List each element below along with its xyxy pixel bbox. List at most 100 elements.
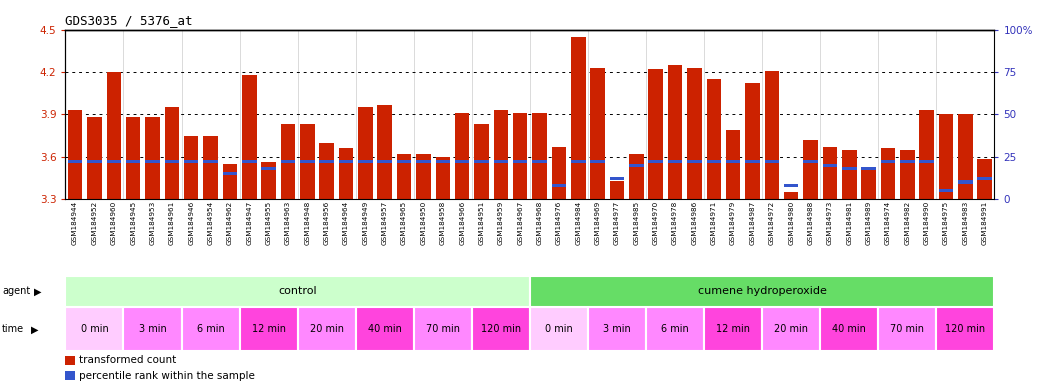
Text: GSM184973: GSM184973 xyxy=(827,200,832,245)
Text: GSM184986: GSM184986 xyxy=(691,200,698,245)
Text: GSM184980: GSM184980 xyxy=(788,200,794,245)
Bar xyxy=(182,307,240,351)
Text: GSM184962: GSM184962 xyxy=(227,200,233,245)
Text: percentile rank within the sample: percentile rank within the sample xyxy=(79,371,254,381)
Bar xyxy=(320,142,334,199)
Text: agent: agent xyxy=(2,286,30,296)
Text: cumene hydroperoxide: cumene hydroperoxide xyxy=(698,286,826,296)
Bar xyxy=(378,160,392,163)
Text: GSM184977: GSM184977 xyxy=(614,200,620,245)
Bar xyxy=(397,160,411,163)
Bar xyxy=(687,160,702,163)
Text: GSM184975: GSM184975 xyxy=(943,200,949,245)
Bar xyxy=(862,167,876,170)
Bar xyxy=(707,160,721,163)
Text: 70 min: 70 min xyxy=(891,324,924,334)
Bar xyxy=(280,160,295,163)
Bar xyxy=(667,65,682,199)
Bar xyxy=(262,162,276,199)
Bar xyxy=(300,124,315,199)
Bar xyxy=(880,148,895,199)
Text: GSM184950: GSM184950 xyxy=(420,200,427,245)
Text: GSM184990: GSM184990 xyxy=(924,200,930,245)
Bar xyxy=(242,75,256,199)
Bar xyxy=(978,159,992,199)
Text: 40 min: 40 min xyxy=(367,324,402,334)
Bar xyxy=(823,164,838,167)
Text: GSM184949: GSM184949 xyxy=(362,200,368,245)
Text: GSM184989: GSM184989 xyxy=(866,200,872,245)
Text: GSM184964: GSM184964 xyxy=(343,200,349,245)
Bar xyxy=(609,180,624,199)
Bar xyxy=(65,307,124,351)
Bar xyxy=(842,150,856,199)
Bar xyxy=(184,160,198,163)
Bar xyxy=(416,154,431,199)
Bar xyxy=(494,160,509,163)
Text: GSM184967: GSM184967 xyxy=(517,200,523,245)
Text: 3 min: 3 min xyxy=(139,324,166,334)
Text: 40 min: 40 min xyxy=(832,324,866,334)
Text: time: time xyxy=(2,324,24,334)
Bar xyxy=(726,130,740,199)
Bar xyxy=(591,68,605,199)
Bar xyxy=(436,157,450,199)
Text: ▶: ▶ xyxy=(31,324,38,334)
Bar xyxy=(240,307,298,351)
Bar xyxy=(920,110,934,199)
Text: GSM184981: GSM184981 xyxy=(846,200,852,245)
Bar xyxy=(416,160,431,163)
Text: GSM184966: GSM184966 xyxy=(459,200,465,245)
Bar xyxy=(529,276,994,307)
Bar xyxy=(414,307,472,351)
Bar xyxy=(65,356,75,365)
Bar xyxy=(280,124,295,199)
Text: GSM184944: GSM184944 xyxy=(72,200,78,245)
Bar xyxy=(900,150,914,199)
Bar xyxy=(529,307,588,351)
Bar xyxy=(842,167,856,170)
Bar xyxy=(126,117,140,199)
Text: ▶: ▶ xyxy=(34,286,42,296)
Bar xyxy=(203,136,218,199)
Bar xyxy=(203,160,218,163)
Bar xyxy=(551,147,566,199)
Bar xyxy=(165,108,180,199)
Bar xyxy=(184,136,198,199)
Text: transformed count: transformed count xyxy=(79,356,176,366)
Text: 70 min: 70 min xyxy=(426,324,460,334)
Bar xyxy=(687,68,702,199)
Bar xyxy=(298,307,356,351)
Bar xyxy=(532,160,547,163)
Bar xyxy=(667,160,682,163)
Bar xyxy=(803,160,818,163)
Text: GSM184958: GSM184958 xyxy=(440,200,445,245)
Bar xyxy=(649,160,663,163)
Bar xyxy=(878,307,936,351)
Text: 12 min: 12 min xyxy=(716,324,750,334)
Text: GSM184955: GSM184955 xyxy=(266,200,272,245)
Bar xyxy=(765,71,780,199)
Text: 120 min: 120 min xyxy=(946,324,985,334)
Bar xyxy=(820,307,878,351)
Bar xyxy=(397,154,411,199)
Text: GSM184971: GSM184971 xyxy=(711,200,717,245)
Text: GSM184963: GSM184963 xyxy=(285,200,291,245)
Text: 12 min: 12 min xyxy=(251,324,285,334)
Text: GSM184976: GSM184976 xyxy=(556,200,562,245)
Text: 6 min: 6 min xyxy=(661,324,689,334)
Bar xyxy=(938,189,953,192)
Text: 0 min: 0 min xyxy=(545,324,573,334)
Bar xyxy=(87,117,102,199)
Text: 3 min: 3 min xyxy=(603,324,631,334)
Bar xyxy=(378,104,392,199)
Text: GSM184984: GSM184984 xyxy=(575,200,581,245)
Bar xyxy=(455,113,469,199)
Text: GSM184968: GSM184968 xyxy=(537,200,543,245)
Text: GSM184948: GSM184948 xyxy=(304,200,310,245)
Text: GSM184972: GSM184972 xyxy=(769,200,774,245)
Text: 20 min: 20 min xyxy=(774,324,809,334)
Text: 120 min: 120 min xyxy=(481,324,521,334)
Text: GSM184959: GSM184959 xyxy=(498,200,503,245)
Bar xyxy=(222,164,237,199)
